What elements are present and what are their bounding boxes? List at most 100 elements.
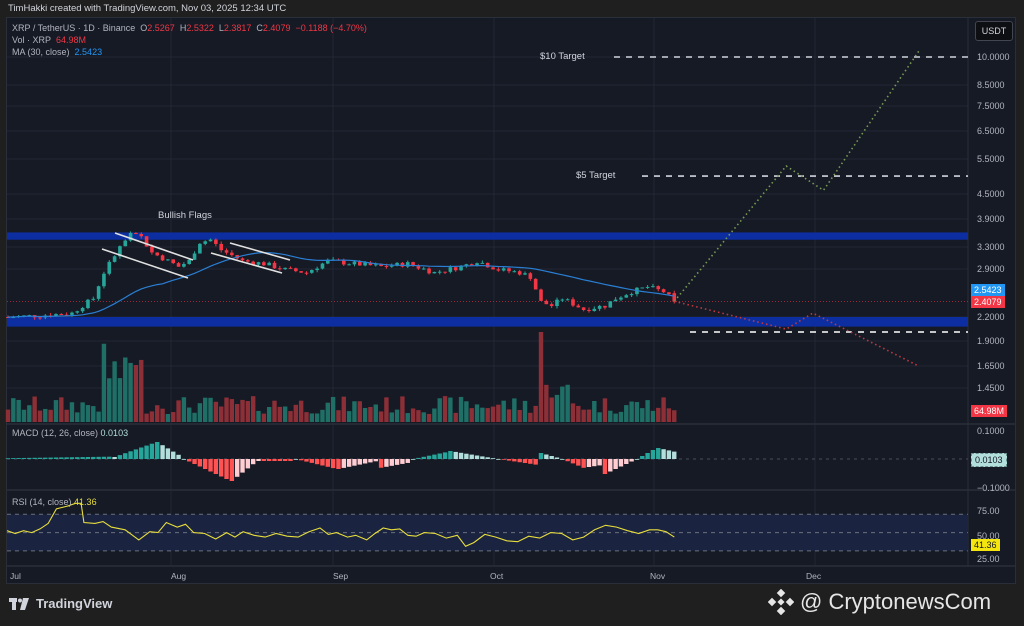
macd-bar [181, 459, 187, 460]
candle [182, 263, 186, 267]
candle [64, 314, 69, 316]
volume-bar [155, 405, 160, 422]
candle [96, 286, 101, 299]
volume-bar [437, 398, 442, 422]
volume-bar [384, 397, 389, 422]
volume-bar [224, 397, 229, 422]
volume-bar [405, 413, 410, 422]
price-tick: 1.4500 [977, 383, 1005, 393]
macd-bar [240, 459, 245, 473]
candle [341, 260, 346, 265]
candle [70, 312, 74, 315]
volume-label[interactable]: Vol · XRP [12, 35, 52, 45]
volume-bar [16, 399, 21, 422]
volume-bar [304, 412, 309, 422]
macd-bar [288, 459, 293, 461]
macd-bar [485, 457, 490, 459]
candle [112, 256, 117, 262]
candle [608, 301, 613, 308]
macd-bar [544, 454, 549, 459]
macd-bar [512, 459, 517, 462]
macd-bar [645, 453, 650, 459]
macd-bar [650, 450, 656, 459]
candle [496, 269, 501, 271]
volume-bar [336, 410, 341, 422]
candle [347, 264, 351, 266]
volume-bar [96, 411, 101, 422]
volume-bar [69, 402, 75, 422]
candle [485, 262, 490, 268]
price-tick: 8.5000 [977, 80, 1005, 90]
candle [475, 263, 479, 266]
candle [246, 260, 250, 262]
price-tick: 7.5000 [977, 101, 1005, 111]
candle [150, 246, 154, 253]
macd-bar [245, 459, 251, 469]
volume-bar [592, 400, 597, 422]
macd-bar [394, 459, 400, 465]
rsi-pane-title[interactable]: RSI (14, close) 41.36 [12, 497, 97, 507]
high-value: 2.5322 [186, 23, 214, 33]
symbol-legend: XRP / TetherUS · 1D · Binance O2.5267 H2… [12, 22, 367, 58]
candle [624, 295, 629, 298]
macd-bar [469, 454, 474, 459]
macd-bar [602, 459, 608, 474]
macd-bar [410, 459, 416, 460]
created-with-line: TimHakki created with TradingView.com, N… [8, 3, 287, 14]
ma-label[interactable]: MA (30, close) [12, 47, 70, 57]
volume-bar [272, 400, 277, 422]
macd-bar [229, 459, 235, 481]
price-tick: 2.9000 [977, 264, 1005, 274]
volume-bar [128, 362, 133, 422]
rsi-value: 41.36 [74, 497, 97, 507]
candle [523, 273, 527, 275]
macd-bar [565, 459, 570, 462]
price-tick: 2.2000 [977, 312, 1005, 322]
candle [533, 278, 538, 290]
volume-bar [517, 409, 522, 422]
macd-bar [554, 457, 560, 459]
macd-bar [21, 457, 27, 459]
change-value: −0.1188 (−4.70%) [295, 23, 367, 33]
volume-bar [581, 409, 586, 422]
volume-bar [570, 403, 576, 422]
candle [6, 317, 10, 318]
volume-bar [171, 412, 176, 422]
macd-bar [43, 457, 48, 459]
macd-bar [661, 449, 666, 459]
macd-bar [293, 459, 299, 460]
candle [549, 304, 554, 307]
flag-channel-line [101, 248, 189, 279]
volume-bar [144, 413, 149, 422]
volume-bar [309, 413, 315, 422]
price-tick: 5.5000 [977, 154, 1005, 164]
macd-bar [320, 459, 325, 466]
macd-bar [629, 459, 634, 462]
candle [411, 262, 415, 266]
macd-bar [560, 459, 565, 460]
volume-bar [442, 396, 448, 422]
candle [294, 268, 298, 272]
macd-bar [53, 457, 59, 459]
macd-bar [656, 448, 661, 459]
macd-bar [64, 457, 69, 459]
macd-bar [69, 457, 75, 459]
time-tick-oct: Oct [490, 571, 504, 581]
volume-bar [400, 396, 405, 422]
macd-bar [346, 459, 352, 467]
volume-bar [533, 405, 538, 422]
symbol-label[interactable]: XRP / TetherUS · 1D · Binance [12, 23, 136, 33]
candle [613, 299, 618, 302]
candle [640, 287, 645, 289]
candle [214, 239, 218, 244]
bearish-projection-path [674, 300, 920, 368]
currency-button[interactable]: USDT [975, 21, 1013, 41]
macd-tick: 0.1000 [977, 426, 1005, 436]
price-tick: 1.6500 [977, 361, 1005, 371]
candle [661, 289, 666, 293]
macd-pane-title[interactable]: MACD (12, 26, close) 0.0103 [12, 428, 129, 438]
macd-bar [453, 451, 458, 459]
tradingview-logo[interactable]: TradingView [9, 596, 112, 611]
volume-bar [117, 378, 123, 422]
